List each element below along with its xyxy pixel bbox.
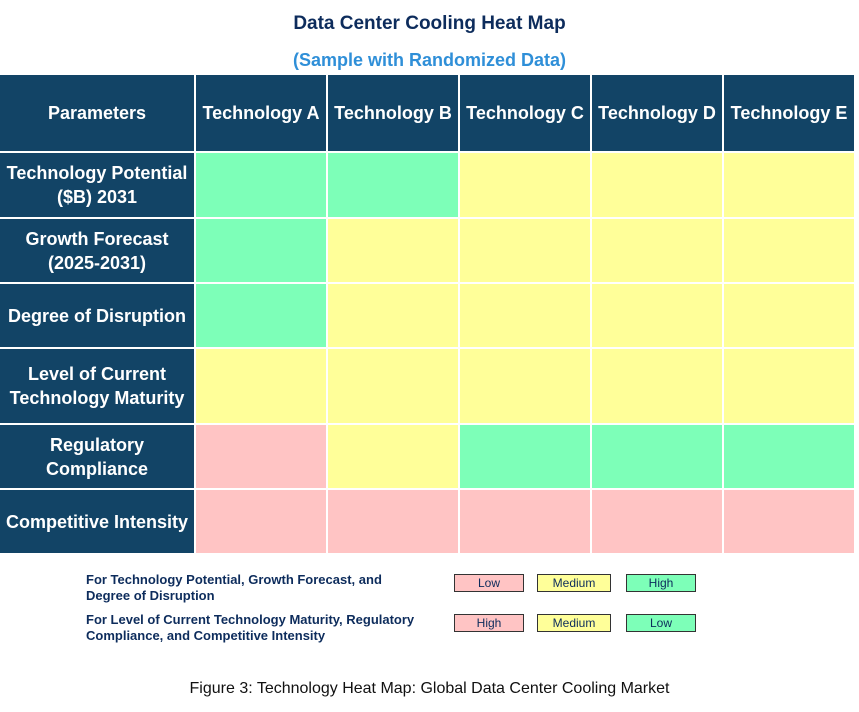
legend-swatch: Low	[626, 614, 696, 632]
table-row: Degree of Disruption	[0, 284, 857, 349]
legend-swatch: Low	[454, 574, 524, 592]
row-label: Competitive Intensity	[0, 490, 196, 555]
heat-cell-medium	[592, 284, 724, 349]
heat-cell-low	[196, 490, 328, 555]
column-header: Technology E	[724, 75, 856, 153]
heat-cell-medium	[328, 425, 460, 490]
heat-cell-medium	[724, 219, 856, 284]
figure-caption: Figure 3: Technology Heat Map: Global Da…	[189, 680, 670, 697]
heat-cell-medium	[592, 349, 724, 425]
table-row: Technology Potential ($B) 2031	[0, 153, 857, 219]
table-row: Level of Current Technology Maturity	[0, 349, 857, 425]
heat-cell-low	[592, 490, 724, 555]
heat-cell-medium	[460, 153, 592, 219]
heat-cell-medium	[724, 153, 856, 219]
heat-cell-high	[460, 425, 592, 490]
heat-cell-high	[592, 425, 724, 490]
heat-cell-low	[460, 490, 592, 555]
table-row: Regulatory Compliance	[0, 425, 857, 490]
legend-description: For Level of Current Technology Maturity…	[86, 612, 415, 643]
heat-map-grid: Parameters Technology A Technology B Techno…	[0, 75, 857, 555]
column-header: Technology A	[196, 75, 328, 153]
heat-cell-medium	[328, 284, 460, 349]
legend-description: For Technology Potential, Growth Forecas…	[86, 572, 382, 603]
heat-cell-medium	[592, 219, 724, 284]
heat-cell-medium	[592, 153, 724, 219]
heat-cell-medium	[724, 349, 856, 425]
legend-swatch: Medium	[537, 614, 611, 632]
column-header: Parameters	[0, 75, 196, 153]
heat-cell-low	[328, 490, 460, 555]
row-label: Degree of Disruption	[0, 284, 196, 349]
heat-cell-high	[724, 425, 856, 490]
column-header: Technology B	[328, 75, 460, 153]
legend-swatch: Medium	[537, 574, 611, 592]
heat-cell-high	[196, 153, 328, 219]
heat-cell-medium	[196, 349, 328, 425]
chart-subtitle: (Sample with Randomized Data)	[292, 50, 567, 70]
heat-cell-medium	[328, 219, 460, 284]
table-row: Growth Forecast (2025-2031)	[0, 219, 857, 284]
heat-cell-low	[724, 490, 856, 555]
heat-cell-medium	[724, 284, 856, 349]
heat-cell-medium	[460, 349, 592, 425]
heat-cell-high	[196, 284, 328, 349]
row-label: Regulatory Compliance	[0, 425, 196, 490]
header-row: Parameters Technology A Technology B Techno…	[0, 75, 857, 153]
chart-title: Data Center Cooling Heat Map	[293, 13, 566, 34]
heat-cell-medium	[460, 219, 592, 284]
column-header: Technology C	[460, 75, 592, 153]
legend-swatch: High	[626, 574, 696, 592]
heat-cell-medium	[460, 284, 592, 349]
row-label: Growth Forecast (2025-2031)	[0, 219, 196, 284]
legend-swatch: High	[454, 614, 524, 632]
heat-cell-high	[328, 153, 460, 219]
row-label: Technology Potential ($B) 2031	[0, 153, 196, 219]
row-label: Level of Current Technology Maturity	[0, 349, 196, 425]
heat-cell-high	[196, 219, 328, 284]
column-header: Technology D	[592, 75, 724, 153]
heat-cell-medium	[328, 349, 460, 425]
table-row: Competitive Intensity	[0, 490, 857, 555]
heat-cell-low	[196, 425, 328, 490]
